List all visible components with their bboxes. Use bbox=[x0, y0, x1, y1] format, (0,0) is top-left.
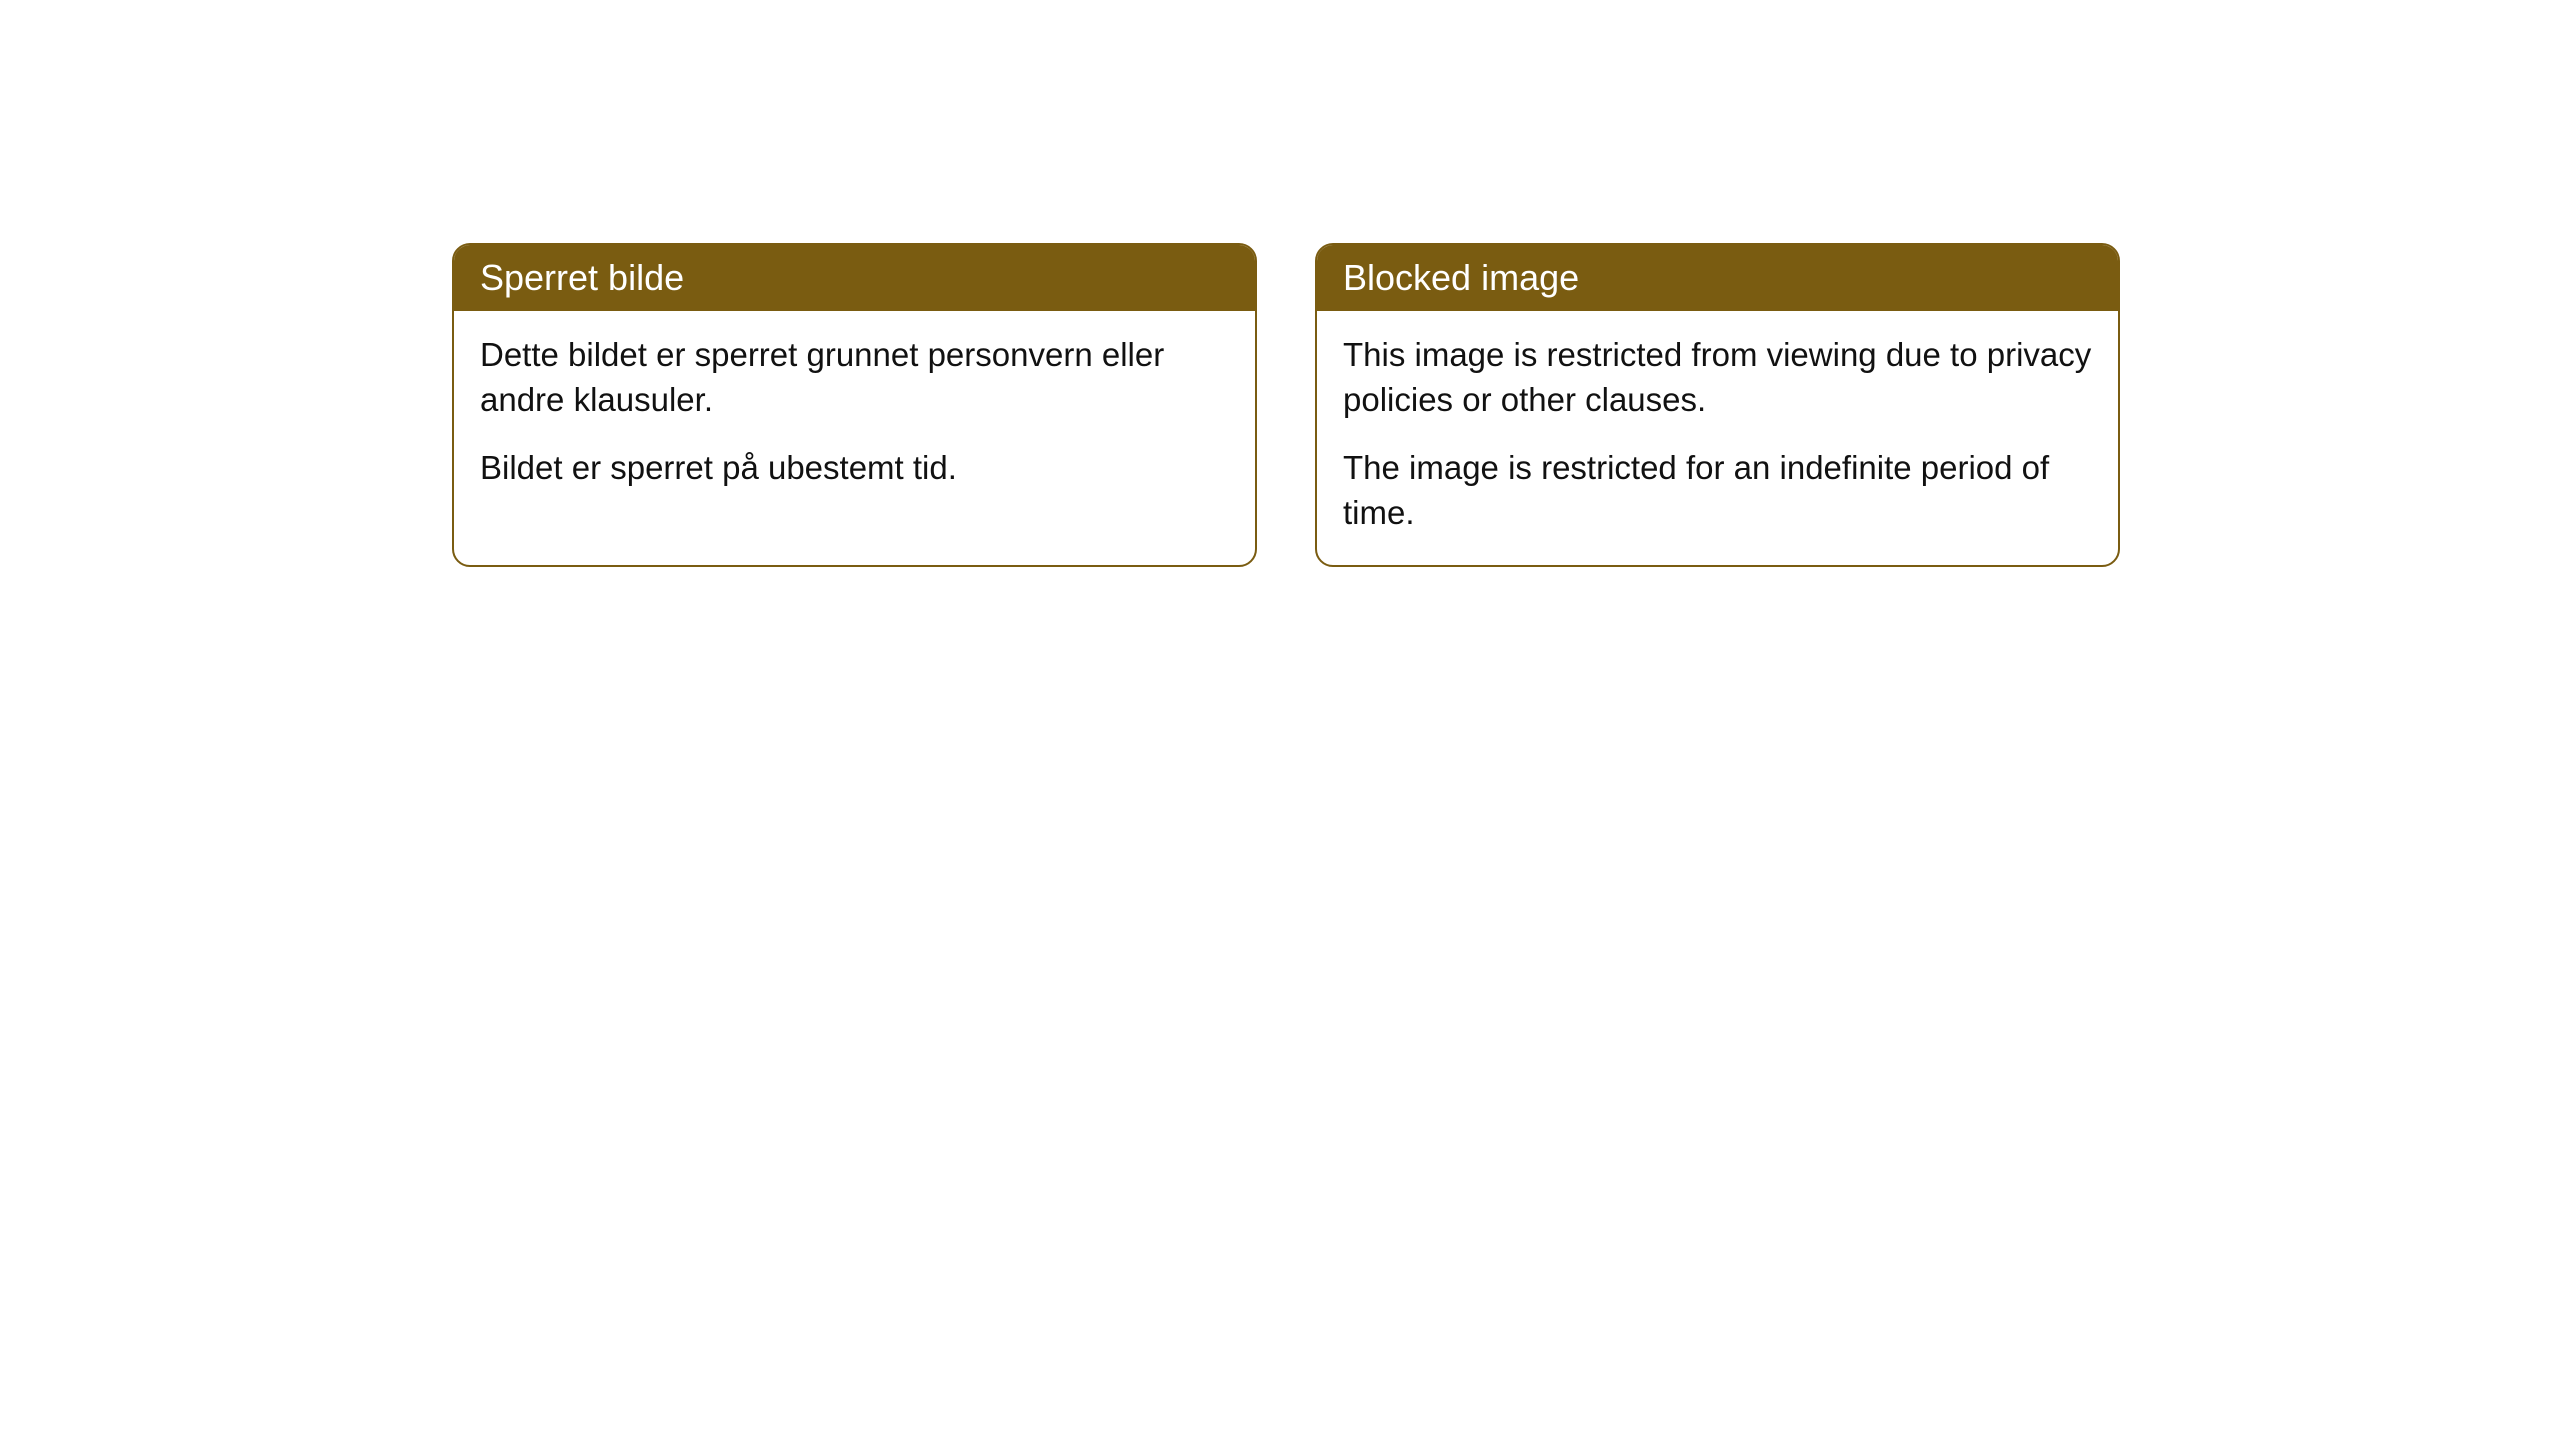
card-title: Blocked image bbox=[1343, 257, 1579, 298]
card-title: Sperret bilde bbox=[480, 257, 684, 298]
card-paragraph: Dette bildet er sperret grunnet personve… bbox=[480, 333, 1229, 422]
card-body: Dette bildet er sperret grunnet personve… bbox=[454, 311, 1255, 521]
blocked-image-card-norwegian: Sperret bilde Dette bildet er sperret gr… bbox=[452, 243, 1257, 567]
notice-cards-container: Sperret bilde Dette bildet er sperret gr… bbox=[452, 243, 2120, 567]
card-paragraph: The image is restricted for an indefinit… bbox=[1343, 446, 2092, 535]
blocked-image-card-english: Blocked image This image is restricted f… bbox=[1315, 243, 2120, 567]
card-body: This image is restricted from viewing du… bbox=[1317, 311, 2118, 565]
card-header: Sperret bilde bbox=[454, 245, 1255, 311]
card-paragraph: This image is restricted from viewing du… bbox=[1343, 333, 2092, 422]
card-paragraph: Bildet er sperret på ubestemt tid. bbox=[480, 446, 1229, 491]
card-header: Blocked image bbox=[1317, 245, 2118, 311]
